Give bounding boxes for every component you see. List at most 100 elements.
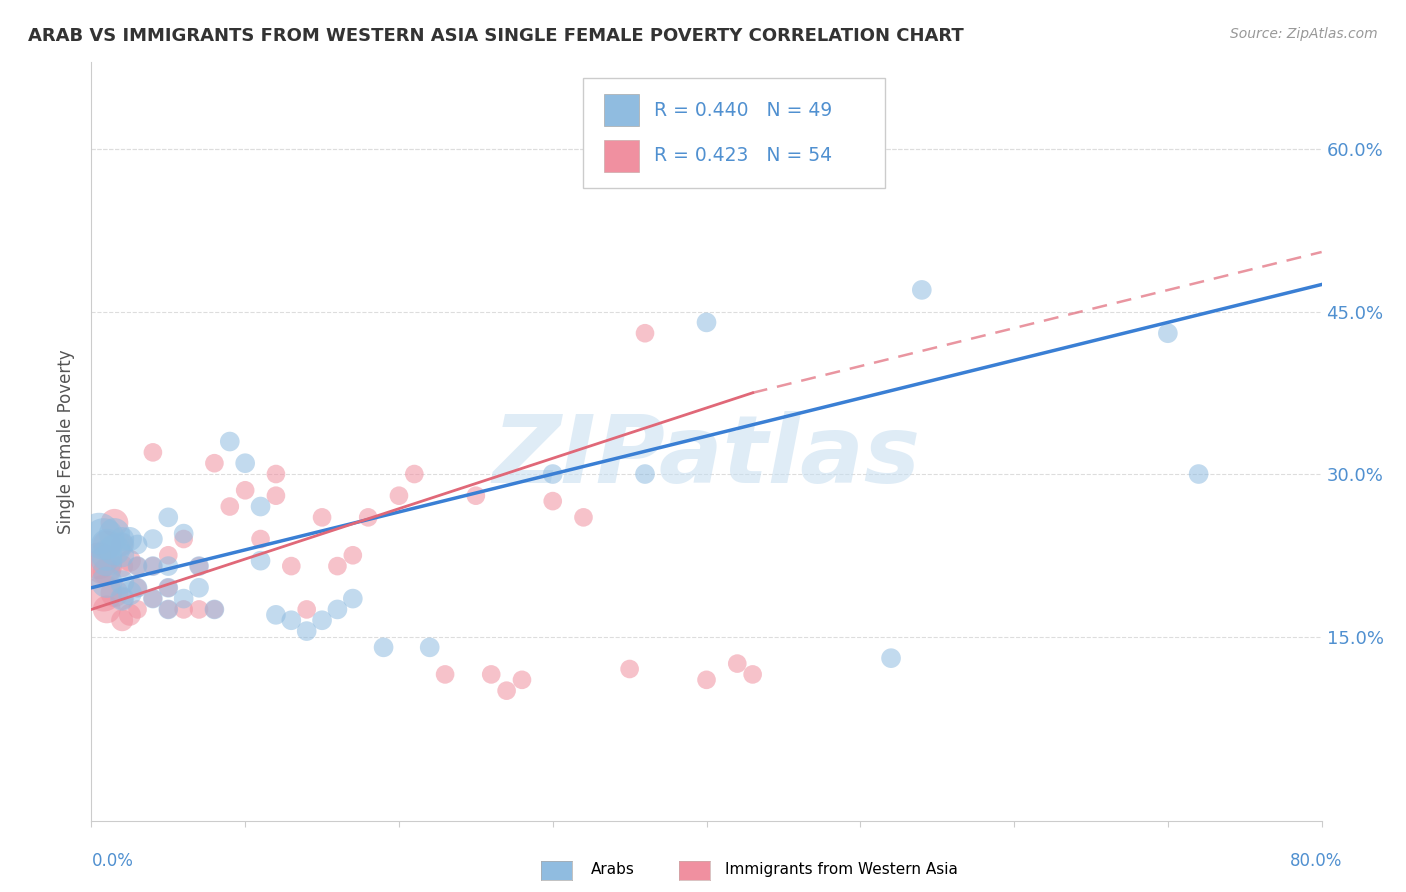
Point [118, 554, 141, 568]
Point [96, 602, 118, 616]
Point [157, 602, 180, 616]
Point [295, 602, 318, 616]
Point [541, 494, 564, 508]
Text: ARAB VS IMMIGRANTS FROM WESTERN ASIA SINGLE FEMALE POVERTY CORRELATION CHART: ARAB VS IMMIGRANTS FROM WESTERN ASIA SIN… [28, 27, 965, 45]
Point [157, 559, 180, 574]
FancyBboxPatch shape [583, 78, 884, 187]
Point [157, 548, 180, 563]
FancyBboxPatch shape [605, 140, 638, 171]
Point [634, 326, 657, 341]
Point [264, 607, 287, 622]
Text: 0.0%: 0.0% [91, 852, 134, 870]
Point [619, 662, 641, 676]
Point [173, 526, 195, 541]
Point [87, 554, 110, 568]
Point [188, 602, 211, 616]
Point [188, 559, 211, 574]
Point [96, 548, 118, 563]
Text: Arabs: Arabs [591, 863, 634, 877]
Point [142, 532, 165, 546]
Point [541, 467, 564, 481]
Point [87, 526, 110, 541]
Point [373, 640, 395, 655]
Point [118, 607, 141, 622]
Point [741, 667, 763, 681]
Point [696, 315, 718, 329]
Text: 80.0%: 80.0% [1291, 852, 1343, 870]
Point [157, 602, 180, 616]
Point [634, 467, 657, 481]
Point [342, 548, 364, 563]
Point [464, 489, 486, 503]
Point [202, 456, 225, 470]
Point [142, 445, 165, 459]
Point [111, 575, 134, 590]
Point [111, 591, 134, 606]
Point [111, 548, 134, 563]
Text: R = 0.440   N = 49: R = 0.440 N = 49 [654, 101, 832, 120]
Point [96, 554, 118, 568]
Point [96, 537, 118, 551]
Point [111, 613, 134, 627]
Point [127, 537, 149, 551]
Point [157, 581, 180, 595]
Point [264, 467, 287, 481]
Point [434, 667, 457, 681]
Point [142, 559, 165, 574]
Point [572, 510, 595, 524]
Point [249, 500, 271, 514]
Point [173, 532, 195, 546]
Point [103, 542, 125, 557]
Point [404, 467, 426, 481]
Point [111, 559, 134, 574]
Point [111, 537, 134, 551]
Point [249, 532, 271, 546]
Point [388, 489, 411, 503]
Point [479, 667, 502, 681]
Point [127, 581, 149, 595]
Point [127, 581, 149, 595]
Point [111, 537, 134, 551]
Y-axis label: Single Female Poverty: Single Female Poverty [58, 350, 76, 533]
FancyBboxPatch shape [605, 95, 638, 126]
Point [311, 613, 333, 627]
Text: ZIPatlas: ZIPatlas [492, 410, 921, 503]
Point [93, 559, 115, 574]
Point [96, 575, 118, 590]
Point [188, 559, 211, 574]
Point [295, 624, 318, 639]
Point [1187, 467, 1209, 481]
Text: Source: ZipAtlas.com: Source: ZipAtlas.com [1230, 27, 1378, 41]
Point [111, 532, 134, 546]
Point [880, 651, 903, 665]
Point [142, 591, 165, 606]
Point [103, 526, 125, 541]
Point [93, 586, 115, 600]
Point [280, 613, 302, 627]
Point [233, 456, 256, 470]
Point [249, 554, 271, 568]
Text: Immigrants from Western Asia: Immigrants from Western Asia [725, 863, 959, 877]
Point [103, 586, 125, 600]
Point [218, 434, 240, 449]
Point [357, 510, 380, 524]
Point [342, 591, 364, 606]
Point [326, 559, 349, 574]
Point [280, 559, 302, 574]
Point [93, 532, 115, 546]
Point [96, 565, 118, 579]
Point [118, 586, 141, 600]
Text: R = 0.423   N = 54: R = 0.423 N = 54 [654, 146, 832, 165]
Point [142, 559, 165, 574]
Point [311, 510, 333, 524]
Point [118, 532, 141, 546]
Point [157, 510, 180, 524]
Point [103, 516, 125, 530]
Point [510, 673, 533, 687]
Point [157, 581, 180, 595]
Point [127, 602, 149, 616]
Point [202, 602, 225, 616]
Point [495, 683, 517, 698]
Point [218, 500, 240, 514]
Point [96, 537, 118, 551]
